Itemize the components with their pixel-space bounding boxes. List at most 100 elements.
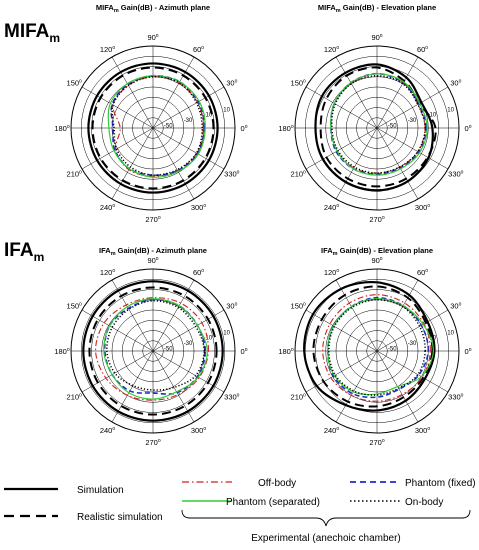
angle-tick-label: 270o [369, 215, 385, 224]
series-phantom-separated [330, 73, 428, 176]
angle-tick-label: 240o [324, 203, 340, 212]
grid-spoke [81, 309, 154, 352]
series-realistic [88, 286, 218, 416]
grid-spoke [376, 127, 419, 200]
angle-tick-label: 180o [278, 347, 294, 356]
series-realistic [91, 66, 215, 190]
grid-spoke [335, 350, 378, 423]
angle-tick-label: 300o [415, 203, 431, 212]
angle-tick-label: 150o [67, 79, 83, 88]
radial-tick-label: -50 [164, 123, 173, 129]
series-realistic [319, 66, 437, 188]
angle-tick-label: 330o [224, 170, 240, 179]
grid-spoke [81, 127, 154, 170]
angle-tick-label: 330o [448, 170, 464, 179]
angle-tick-label: 240o [100, 426, 116, 435]
experimental-brace [181, 509, 471, 527]
angle-tick-label: 90o [147, 256, 158, 265]
polar-plot-3: 0o 30o 60o 90o 120o 150o 180o 210o 240o 270o 300o 3… [278, 256, 471, 447]
plot-title-mifa-azimuth: MIFAm Gain(dB) - Azimuth plane [96, 3, 210, 14]
legend-label-realistic: Realistic simulation [77, 512, 163, 523]
grid-spoke [81, 86, 154, 129]
angle-tick-label: 180o [278, 124, 294, 133]
radial-tick-label: 10 [447, 107, 454, 113]
angle-tick-label: 60o [193, 268, 204, 277]
angle-tick-label: 240o [100, 203, 116, 212]
radial-tick-label: -10 [428, 113, 437, 119]
radial-tick-label: 10 [223, 107, 230, 113]
angle-tick-label: 120o [324, 268, 340, 277]
grid-spoke [111, 127, 154, 200]
series-phantom-separated [103, 298, 208, 400]
angle-tick-label: 120o [100, 268, 116, 277]
grid-spoke [305, 86, 378, 129]
grid-spoke [335, 279, 378, 352]
legend-label-simulation: Simulation [77, 485, 124, 496]
angle-tick-label: 240o [324, 426, 340, 435]
angle-tick-label: 120o [100, 45, 116, 54]
series-phantom-fixed [103, 298, 207, 395]
angle-tick-label: 0o [465, 347, 472, 356]
angle-tick-label: 0o [241, 124, 248, 133]
grid-spoke [335, 56, 378, 129]
angle-tick-label: 330o [224, 393, 240, 402]
angle-tick-label: 120o [324, 45, 340, 54]
angle-tick-label: 270o [145, 215, 161, 224]
radial-tick-label: -30 [184, 341, 193, 347]
series-on-body [328, 298, 426, 396]
grid-spoke [376, 279, 419, 352]
angle-tick-label: 180o [54, 347, 70, 356]
grid-spoke [152, 350, 195, 423]
radial-tick-label: -50 [164, 346, 173, 352]
series-on-body [111, 75, 203, 176]
radial-tick-label: -10 [204, 336, 213, 342]
angle-tick-label: 270o [145, 438, 161, 447]
radial-tick-label: -30 [184, 118, 193, 124]
angle-tick-label: 150o [291, 79, 307, 88]
group-label-mifa: MIFAm [4, 21, 60, 45]
polar-plot-2: 0o 30o 60o 90o 120o 150o 180o 210o 240o 270o 300o 3… [54, 256, 247, 447]
grid-spoke [111, 279, 154, 352]
angle-tick-label: 300o [415, 426, 431, 435]
plot-title-ifa-azimuth: IFAm Gain(dB) - Azimuth plane [99, 246, 207, 257]
angle-tick-label: 330o [448, 393, 464, 402]
radial-tick-label: -30 [408, 118, 417, 124]
series-off-body [322, 294, 431, 402]
radial-tick-label: -10 [428, 336, 437, 342]
angle-tick-label: 150o [291, 302, 307, 311]
grid-spoke [111, 56, 154, 129]
angle-tick-label: 270o [369, 438, 385, 447]
radial-tick-label: 10 [223, 330, 230, 336]
angle-tick-label: 30o [226, 79, 237, 88]
angle-tick-label: 210o [67, 393, 83, 402]
grid-spoke [335, 127, 378, 200]
angle-tick-label: 0o [465, 124, 472, 133]
grid-spoke [152, 350, 225, 393]
angle-tick-label: 210o [291, 393, 307, 402]
series-off-body [112, 76, 204, 177]
polar-plot-1: 0o 30o 60o 90o 120o 150o 180o 210o 240o 270o 300o 3… [278, 33, 471, 224]
grid-spoke [152, 127, 225, 170]
radial-tick-label: -30 [408, 341, 417, 347]
angle-tick-label: 60o [417, 45, 428, 54]
grid-spoke [152, 127, 195, 200]
grid-spoke [152, 279, 195, 352]
grid-spoke [81, 350, 154, 393]
angle-tick-label: 90o [147, 33, 158, 42]
angle-tick-label: 300o [191, 203, 207, 212]
legend-label-phantom-fixed: Phantom (fixed) [405, 478, 476, 489]
angle-tick-label: 30o [450, 302, 461, 311]
angle-tick-label: 180o [54, 124, 70, 133]
legend-label-on-body: On-body [405, 497, 443, 508]
angle-tick-label: 30o [450, 79, 461, 88]
series-phantom-separated [327, 298, 434, 396]
series-simulation [82, 280, 224, 422]
polar-plot-0: 0o 30o 60o 90o 120o 150o 180o 210o 240o 270o 300o 3… [54, 33, 247, 224]
radial-tick-label: -10 [204, 113, 213, 119]
series-on-body [106, 300, 205, 391]
group-label-ifa: IFAm [4, 240, 44, 264]
series-on-body [331, 74, 426, 174]
series-simulation [314, 63, 434, 192]
grid-spoke [376, 56, 419, 129]
plot-title-mifa-elevation: MIFAm Gain(dB) - Elevation plane [318, 3, 436, 14]
